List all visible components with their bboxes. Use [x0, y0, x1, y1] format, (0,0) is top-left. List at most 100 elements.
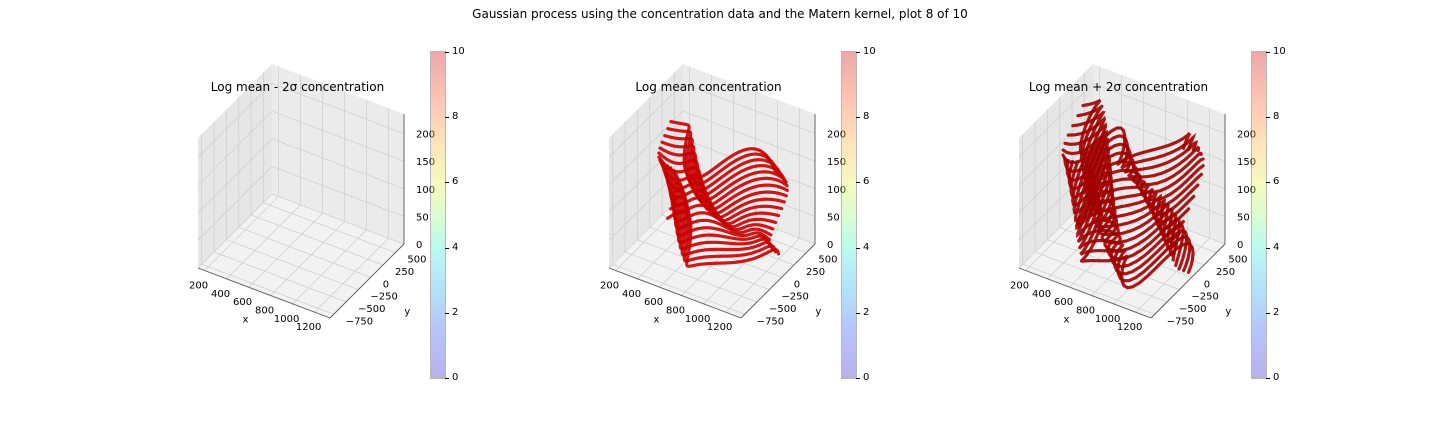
surface-strand — [671, 195, 775, 257]
y-axis-label: y — [404, 307, 410, 318]
colorbar: 0 2 4 6 8 10 — [841, 46, 901, 383]
z-tick-label: 0 — [1237, 240, 1243, 251]
y-tick-label: 500 — [818, 255, 837, 266]
grid-line — [226, 204, 301, 280]
colorbar-tick-label: 6 — [863, 176, 870, 188]
x-tick-label: 600 — [644, 297, 663, 308]
subplot-title: Log mean concentration — [635, 80, 782, 94]
colorbar-tick — [1266, 52, 1270, 53]
grid-line — [608, 138, 684, 214]
x-tick-label: 1200 — [707, 322, 732, 333]
grid-line — [1034, 251, 1168, 303]
grid-line — [248, 212, 323, 288]
y-tick-label: 0 — [383, 279, 389, 290]
grid-line — [624, 251, 758, 303]
grid-line — [204, 196, 279, 271]
colorbar-tick — [856, 52, 860, 53]
z-tick-label: 0 — [416, 240, 422, 251]
y-axis-line — [740, 243, 816, 319]
colorbar: 0 2 4 6 8 10 — [430, 46, 490, 383]
x-axis-label: x — [242, 315, 248, 326]
side-pane — [609, 64, 683, 268]
grid-line — [271, 138, 405, 190]
surface-strand — [1069, 160, 1191, 231]
colorbar-tick — [1266, 312, 1270, 314]
colorbar-tick-label: 2 — [1273, 306, 1280, 318]
subplot-title: Log mean + 2σ concentration — [1028, 80, 1209, 94]
colorbar-tick — [856, 378, 860, 379]
grid-line — [250, 214, 384, 266]
grid-line — [1135, 237, 1210, 313]
grid-line — [197, 83, 273, 158]
grid-line — [197, 110, 273, 186]
y-tick-label: 500 — [407, 255, 426, 266]
x-tick-label: 800 — [666, 306, 685, 317]
grid-line — [1092, 83, 1226, 134]
grid-line — [608, 193, 684, 269]
colorbar-tick-label: 8 — [863, 111, 870, 123]
x-axis-line — [197, 267, 331, 319]
subplot-mean: 200 400 600 800 1000 1200 x −750 −500 −250 0 250 500… — [411, 0, 891, 432]
x-tick-label: 400 — [1032, 289, 1051, 300]
x-axis-label: x — [1063, 315, 1069, 326]
grid-line — [197, 166, 273, 241]
colorbar-tick — [1266, 182, 1270, 184]
grid-line — [682, 83, 816, 134]
z-tick-label: 150 — [416, 157, 435, 168]
grid-line — [637, 204, 712, 280]
y-axis-line — [329, 243, 405, 319]
colorbar-tick-label: 4 — [1273, 241, 1280, 253]
z-tick-label: 50 — [827, 212, 840, 223]
grid-line — [226, 239, 359, 291]
colorbar-tick — [856, 312, 860, 314]
surface-strands — [657, 120, 789, 268]
colorbar-tick-label: 10 — [863, 46, 876, 57]
colorbar-tick-label: 2 — [863, 306, 870, 318]
grid-line — [197, 193, 273, 269]
colorbar-tick — [445, 52, 449, 53]
grid-line — [213, 251, 347, 303]
grid-line — [263, 202, 396, 254]
z-tick-label: 0 — [827, 240, 833, 251]
colorbar-tick-label: 0 — [1273, 372, 1280, 383]
surface-strand — [657, 151, 789, 208]
y-tick-label: −250 — [781, 292, 808, 303]
y-tick-label: −500 — [358, 304, 385, 315]
grid-line — [608, 110, 684, 186]
colorbar: 0 2 4 6 8 10 — [1251, 46, 1311, 383]
subplot-title: Log mean - 2σ concentration — [210, 80, 385, 94]
y-tick-label: 250 — [395, 267, 414, 278]
grid-line — [238, 226, 371, 278]
colorbar-tick-label: 0 — [863, 372, 870, 383]
colorbar-gradient — [430, 51, 446, 379]
y-tick-label: −750 — [757, 316, 784, 327]
grid-line — [725, 237, 800, 313]
grid-line — [681, 221, 756, 296]
grid-line — [271, 110, 405, 162]
z-tick-label: 100 — [827, 185, 846, 196]
colorbar-tick — [445, 117, 449, 119]
surface-strand — [660, 160, 786, 220]
x-axis-line — [1018, 267, 1152, 319]
colorbar-tick — [856, 117, 860, 119]
surface-strand — [674, 176, 772, 242]
y-tick-label: 0 — [1204, 279, 1210, 290]
colorbar-gradient — [841, 51, 857, 379]
z-tick-label: 200 — [416, 130, 435, 141]
subplot-upper-bound: 200 400 600 800 1000 1200 x −750 −500 −250 0 250 500… — [821, 0, 1301, 432]
surface-strand — [669, 120, 777, 181]
grid-line — [270, 221, 345, 296]
y-tick-label: 250 — [1216, 267, 1235, 278]
surface-strand — [1075, 171, 1178, 257]
y-tick-label: −750 — [346, 316, 373, 327]
side-pane — [198, 64, 272, 268]
x-tick-label: 800 — [255, 306, 274, 317]
grid-line — [608, 83, 684, 158]
y-tick-label: −750 — [1167, 316, 1194, 327]
surface-strand — [1078, 98, 1192, 166]
colorbar-tick-label: 8 — [452, 111, 459, 123]
surface-strand — [673, 172, 773, 237]
colorbar-tick-label: 6 — [1273, 176, 1280, 188]
figure-title: Gaussian process using the concentration… — [472, 7, 968, 21]
